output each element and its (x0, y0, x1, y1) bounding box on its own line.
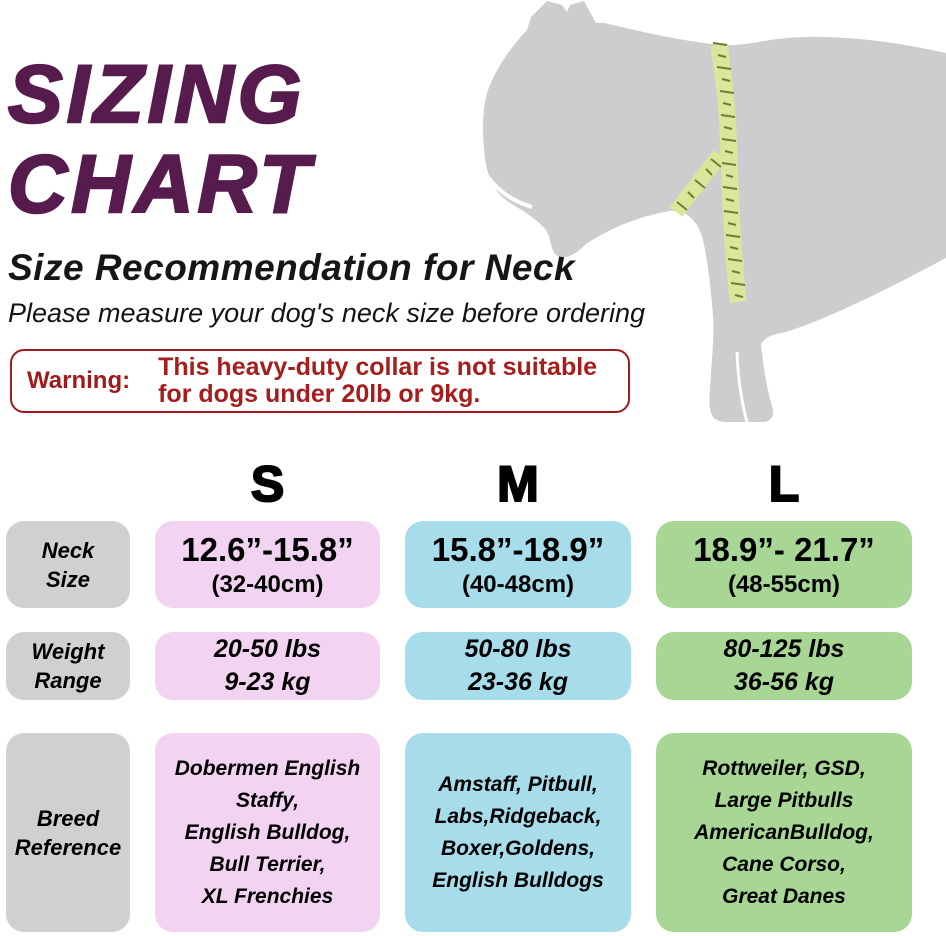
neck-size-row: Neck Size 12.6”-15.8” (32-40cm) 15.8”-18… (6, 521, 912, 608)
breed-cell-l: Rottweiler, GSD, Large Pitbulls American… (656, 733, 912, 932)
dog-with-measuring-tape-illustration (483, 1, 946, 423)
size-header-l: L (768, 456, 801, 512)
row-label-weight-range: Weight Range (6, 632, 130, 700)
weight-lbs-l: 80-125 lbs (723, 635, 845, 663)
neck-size-cm-m: (40-48cm) (461, 570, 575, 598)
dog-leg-separation (735, 351, 749, 423)
neck-size-inches-s: 12.6”-15.8” (181, 530, 354, 568)
weight-cell-m: 50-80 lbs 23-36 kg (405, 632, 631, 700)
breed-cell-m: Amstaff, Pitbull, Labs,Ridgeback, Boxer,… (405, 733, 631, 932)
neck-size-inches-m: 15.8”-18.9” (431, 530, 605, 568)
size-header-s: S (250, 456, 285, 512)
warning-label: Warning: (27, 367, 131, 394)
dog-mouth-line (487, 176, 533, 209)
weight-lbs-s: 20-50 lbs (213, 635, 321, 663)
warning-message: This heavy-duty collar is not suitable f… (158, 354, 597, 408)
weight-cell-s: 20-50 lbs 9-23 kg (155, 632, 380, 700)
neck-size-cm-l: (48-55cm) (727, 570, 841, 598)
breed-cell-s: Dobermen English Staffy, English Bulldog… (155, 733, 380, 932)
row-label-breed-reference: Breed Reference (6, 733, 130, 932)
warning-message-line2: for dogs under 20lb or 9kg. (158, 380, 481, 408)
weight-kg-s: 9-23 kg (224, 668, 311, 696)
size-header-m: M (496, 456, 540, 512)
warning-box: Warning: This heavy-duty collar is not s… (10, 349, 630, 413)
breed-reference-row: Breed Reference Dobermen English Staffy,… (6, 733, 912, 932)
neck-size-cell-s: 12.6”-15.8” (32-40cm) (155, 521, 380, 608)
dog-silhouette (483, 1, 946, 422)
weight-cell-l: 80-125 lbs 36-56 kg (656, 632, 912, 700)
weight-kg-m: 23-36 kg (467, 668, 569, 696)
page-title: SIZING CHART (7, 48, 314, 231)
page-subtitle: Size Recommendation for Neck (8, 247, 576, 288)
row-label-neck-size: Neck Size (6, 521, 130, 608)
weight-lbs-m: 50-80 lbs (464, 635, 572, 663)
page-title-line2: CHART (7, 138, 314, 231)
measure-note: Please measure your dog's neck size befo… (8, 298, 646, 328)
weight-kg-l: 36-56 kg (733, 668, 835, 696)
neck-size-inches-l: 18.9”- 21.7” (693, 530, 875, 568)
warning-message-line1: This heavy-duty collar is not suitable (158, 353, 598, 381)
neck-size-cell-m: 15.8”-18.9” (40-48cm) (405, 521, 631, 608)
neck-size-cell-l: 18.9”- 21.7” (48-55cm) (656, 521, 912, 608)
tape-tick-marks (676, 42, 746, 298)
neck-size-cm-s: (32-40cm) (211, 570, 324, 598)
weight-range-row: Weight Range 20-50 lbs 9-23 kg 50-80 lbs… (6, 632, 912, 700)
page-title-line1: SIZING (7, 48, 306, 141)
